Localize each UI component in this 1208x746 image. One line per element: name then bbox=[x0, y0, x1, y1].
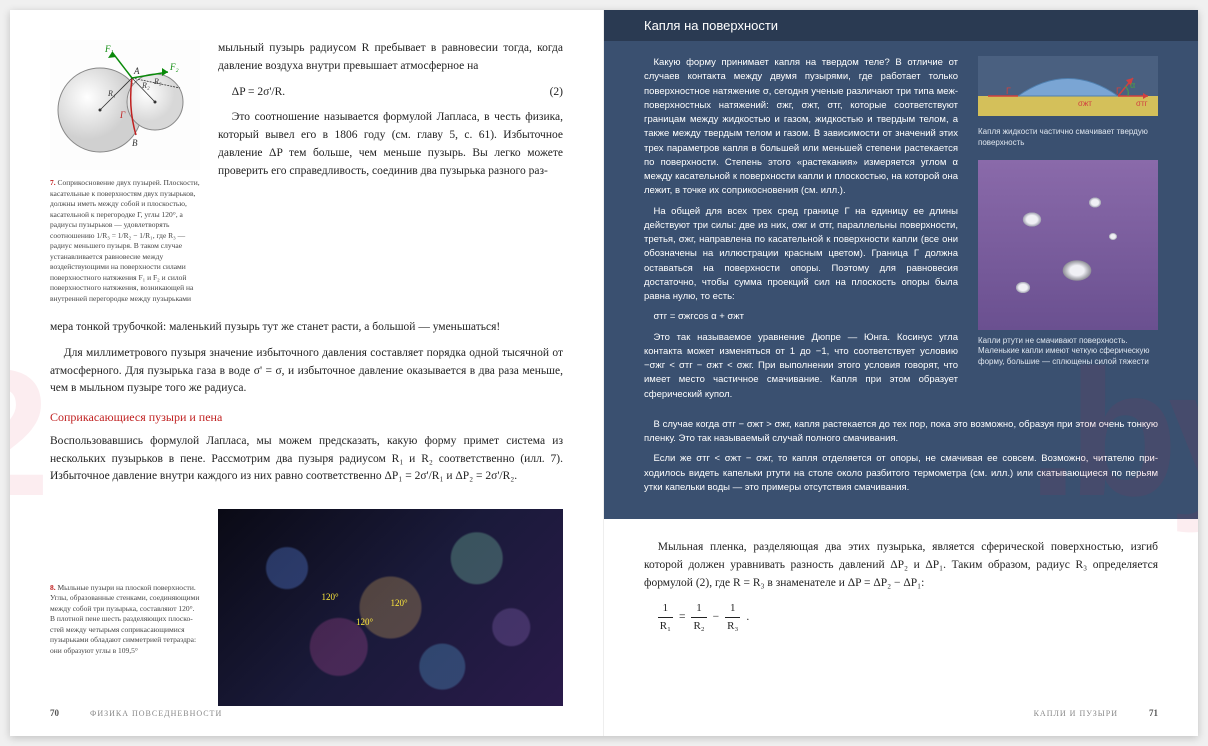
mercury-drops-photo bbox=[978, 160, 1158, 330]
left-para-2: Это соотношение называется формулой Лапл… bbox=[218, 109, 563, 180]
subhead-touching-bubbles: Соприкасающиеся пузыри и пена bbox=[50, 408, 563, 427]
page-number-right: 71 bbox=[1149, 708, 1158, 718]
sidebar-p4: В случае когда σтг − σжт > σжг, капля ра… bbox=[644, 418, 1158, 447]
book-spread: 2 .by bbox=[10, 10, 1198, 736]
frac-d3: R₃ bbox=[725, 618, 740, 635]
formula-2-expr: ΔP = 2σ'/R. bbox=[232, 84, 285, 102]
page-left: F₁ F₂ A B R₁ R₂ R₃ Γ 7. Соприкоснове­ние… bbox=[10, 10, 604, 736]
label-gamma-l: Γ bbox=[1006, 86, 1011, 96]
label-gamma: Γ bbox=[119, 110, 126, 120]
left-para-1: мыльный пузырь радиусом R пребывает в ра… bbox=[218, 40, 563, 76]
label-F1: F₁ bbox=[104, 44, 114, 54]
left-para-5: Воспользовавшись формулой Лапласа, мы мо… bbox=[50, 433, 563, 486]
caption-7-text: Соприкоснове­ние двух пузырей. Плоскости… bbox=[50, 178, 200, 303]
sidebar-formula: σтг = σжгcos α + σжт bbox=[654, 310, 959, 324]
label-R3: R₃ bbox=[153, 77, 162, 86]
mercury-caption: Капли ртути не смачивают поверхность. Ма… bbox=[978, 336, 1158, 367]
caption-7-num: 7. bbox=[50, 178, 56, 187]
contact-angle-diagram: α Γ Γ σтг σжт Капля жидкости частично см… bbox=[978, 56, 1158, 148]
sidebar-p1: Какую форму принимает капля на твер­дом … bbox=[644, 56, 958, 199]
contact-diagram-caption: Капля жидкости частично смачивает тверду… bbox=[978, 127, 1158, 148]
footer-title-right: КАПЛИ И ПУЗЫРИ bbox=[1034, 709, 1118, 718]
label-sigma-zht: σжт bbox=[1078, 99, 1092, 108]
sidebar-drop-on-surface: Капля на поверхности Какую форму принима… bbox=[604, 10, 1198, 519]
label-gamma-r: Γ bbox=[1116, 86, 1121, 96]
frac-n1: 1 bbox=[658, 600, 673, 618]
frac-d2: R₂ bbox=[691, 618, 706, 635]
figure-7-two-bubbles: F₁ F₂ A B R₁ R₂ R₃ Γ bbox=[50, 40, 200, 170]
left-para-3: мера тонкой трубочкой: маленький пузырь … bbox=[50, 319, 563, 337]
sidebar-p2: На общей для всех трех сред границе Г на… bbox=[644, 205, 958, 305]
label-A: A bbox=[133, 66, 140, 76]
formula-2-num: (2) bbox=[550, 84, 563, 102]
caption-8: 8. Мыльные пузыри на плоской поверх­ност… bbox=[50, 509, 200, 706]
foam-angle-1: 120° bbox=[322, 592, 339, 602]
frac-d1: R₁ bbox=[658, 618, 673, 635]
label-R2: R₂ bbox=[141, 81, 150, 90]
foam-angle-3: 120° bbox=[356, 617, 373, 627]
caption-8-num: 8. bbox=[50, 583, 56, 592]
sidebar-title: Капля на поверхности bbox=[604, 10, 1198, 41]
sidebar-p5: Если же σтг < σжт − σжг, то капля отделя… bbox=[644, 452, 1158, 495]
label-sigma-tg: σтг bbox=[1136, 99, 1148, 108]
label-alpha: α bbox=[1130, 80, 1135, 90]
footer-title-left: ФИЗИКА ПОВСЕДНЕВНОСТИ bbox=[90, 709, 222, 718]
frac-n3: 1 bbox=[725, 600, 740, 618]
formula-2: ΔP = 2σ'/R. (2) bbox=[232, 84, 563, 102]
sidebar-p3: Это так называемое уравнение Дюпре — Юнг… bbox=[644, 331, 958, 402]
page-right: Капля на поверхности Какую форму принима… bbox=[604, 10, 1198, 736]
foam-angle-2: 120° bbox=[391, 598, 408, 608]
caption-7: 7. Соприкоснове­ние двух пузырей. Плоско… bbox=[50, 178, 200, 304]
figure-8-foam-photo: 120° 120° 120° bbox=[218, 509, 563, 706]
caption-8-text: Мыльные пузыри на плоской поверх­ности. … bbox=[50, 583, 199, 655]
label-F2: F₂ bbox=[169, 62, 179, 72]
label-R1: R₁ bbox=[107, 89, 116, 98]
left-para-4: Для миллиметрового пузыря значение избыт… bbox=[50, 345, 563, 398]
right-main-p1: Мыльная пленка, разделяющая два этих пуз… bbox=[644, 539, 1158, 592]
frac-n2: 1 bbox=[691, 600, 706, 618]
page-number-left: 70 bbox=[50, 708, 59, 718]
fraction-formula: 1R₁ = 1R₂ − 1R₃ . bbox=[658, 600, 1158, 635]
label-B: B bbox=[132, 138, 138, 148]
